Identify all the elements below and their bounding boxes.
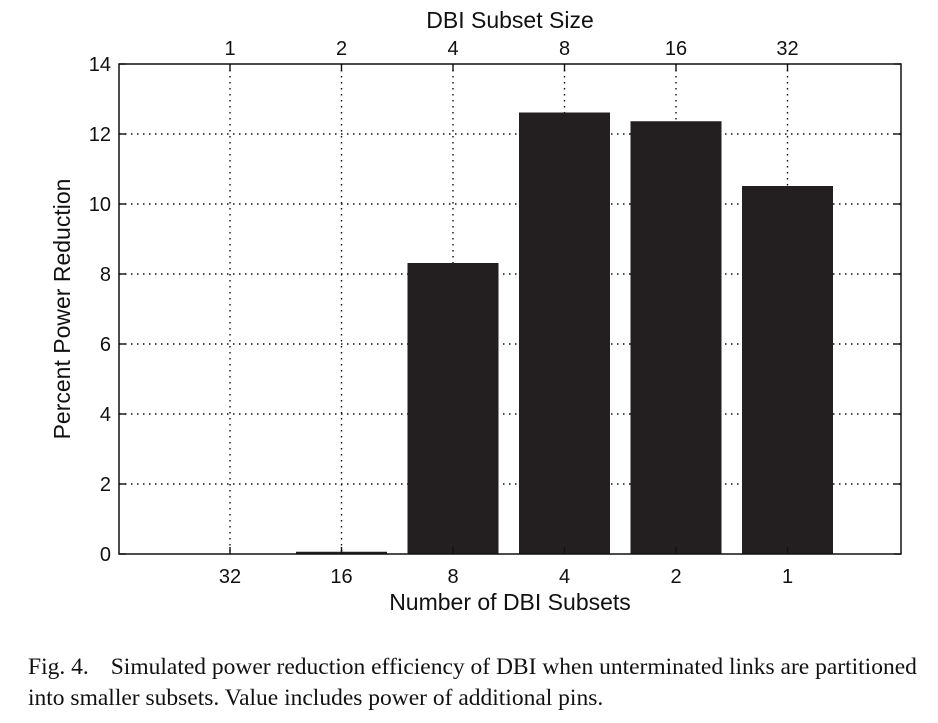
top-axis-title: DBI Subset Size [426,7,593,33]
plot-frame [118,63,902,555]
bar [519,112,610,555]
bar [630,121,722,555]
bar [407,263,499,555]
bar [742,186,833,555]
y-tick-label: 2 [100,474,111,496]
top-tick-label: 16 [665,38,687,60]
y-tick-label: 12 [89,124,111,146]
caption-text: Simulated power reduction efficiency of … [28,654,917,711]
x-tick-label: 2 [670,566,681,588]
figure-caption: Fig. 4. Simulated power reduction efficie… [28,652,933,714]
top-tick-label: 2 [336,38,347,60]
top-tick-label: 4 [447,38,458,60]
y-tick-label: 8 [100,264,111,286]
bars [296,112,833,555]
x-tick-label: 8 [447,566,458,588]
x-tick-label: 32 [219,566,241,588]
y-tick-label: 0 [100,544,111,566]
y-tick-label: 4 [100,404,111,426]
y-tick-label: 6 [100,334,111,356]
y-tick-label: 14 [89,54,111,76]
tick-marks [119,63,901,555]
caption-label: Fig. 4. [28,654,89,680]
top-tick-label: 8 [559,38,570,60]
x-tick-label: 16 [330,566,352,588]
x-axis-title: Number of DBI Subsets [389,589,631,615]
y-axis-title: Percent Power Reduction [49,179,75,440]
x-tick-label: 4 [559,566,570,588]
y-tick-label: 10 [89,194,111,216]
top-tick-label: 1 [224,38,235,60]
x-tick-label: 1 [782,566,793,588]
top-tick-label: 32 [776,38,798,60]
